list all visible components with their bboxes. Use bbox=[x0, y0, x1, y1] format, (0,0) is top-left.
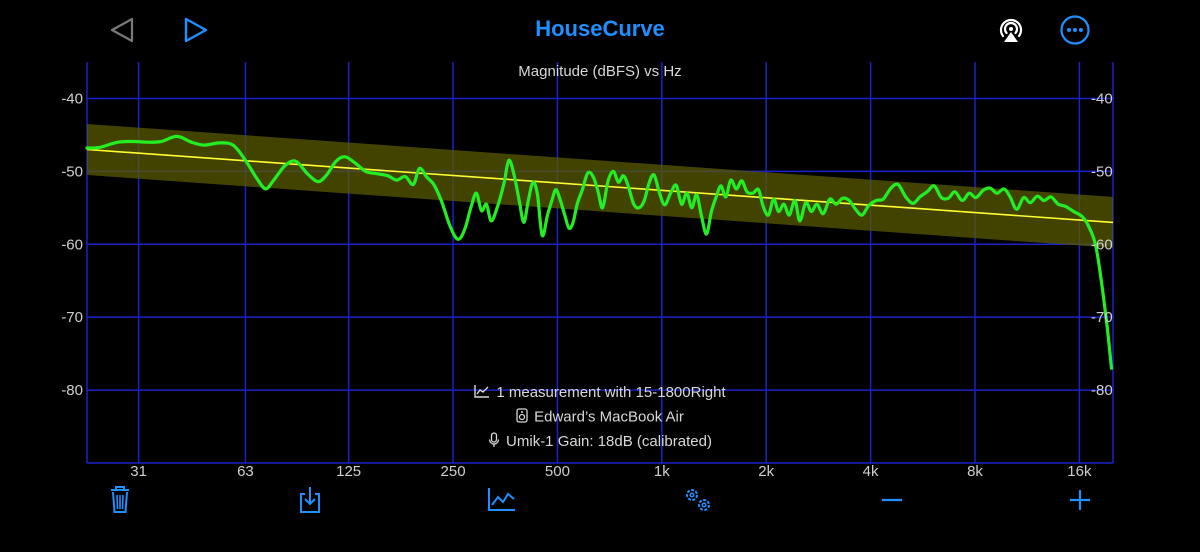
y-tick-label-left: -70 bbox=[61, 309, 83, 326]
y-tick-label-right: -40 bbox=[1091, 90, 1113, 107]
chart-grid bbox=[86, 62, 1114, 464]
info-device: Edward’s MacBook Air bbox=[0, 408, 1200, 427]
speaker-icon bbox=[516, 408, 528, 427]
download-icon bbox=[300, 487, 320, 513]
x-tick-label: 31 bbox=[130, 463, 147, 480]
info-measurement-text: 1 measurement with 15-1800Right bbox=[496, 384, 726, 401]
airplay-audio-icon[interactable] bbox=[996, 15, 1026, 45]
y-tick-label-right: -50 bbox=[1091, 163, 1113, 180]
y-tick-label-left: -60 bbox=[61, 236, 83, 253]
app-title: HouseCurve bbox=[535, 16, 665, 41]
target-line bbox=[86, 148, 1114, 224]
info-device-text: Edward’s MacBook Air bbox=[534, 408, 684, 426]
x-tick-label: 63 bbox=[237, 463, 254, 480]
settings-button[interactable] bbox=[680, 484, 716, 516]
plus-icon bbox=[1070, 490, 1090, 510]
gears-icon bbox=[686, 489, 710, 511]
series-layer bbox=[85, 134, 1114, 370]
target-band-layer bbox=[86, 123, 1114, 248]
back-icon[interactable] bbox=[108, 16, 136, 44]
chart-title: Magnitude (dBFS) vs Hz bbox=[518, 63, 681, 80]
info-measurement: 1 measurement with 15-1800Right bbox=[0, 384, 1200, 402]
info-mic-text: Umik-1 Gain: 18dB (calibrated) bbox=[506, 432, 712, 450]
y-tick-label-left: -80 bbox=[61, 382, 83, 399]
minus-icon bbox=[882, 498, 902, 502]
info-mic: Umik-1 Gain: 18dB (calibrated) bbox=[0, 432, 1200, 452]
top-bar: HouseCurve bbox=[0, 0, 1200, 60]
play-icon[interactable] bbox=[182, 16, 210, 44]
trash-icon bbox=[111, 486, 129, 513]
chart-view-button[interactable] bbox=[484, 484, 520, 516]
x-tick-label: 125 bbox=[336, 463, 361, 480]
more-options-icon[interactable] bbox=[1059, 14, 1091, 46]
measurement-curve-0 bbox=[85, 134, 1114, 370]
tick-labels: 31 63 125 250 500 1k 2k 4k 8k 16k -40 -40 -50 -50 -60 -… bbox=[61, 90, 1112, 480]
x-tick-label: 2k bbox=[758, 463, 774, 480]
import-button[interactable] bbox=[292, 484, 328, 516]
y-tick-label-left: -50 bbox=[61, 163, 83, 180]
chart-line-icon bbox=[474, 384, 490, 402]
y-tick-label-right: -70 bbox=[1091, 309, 1113, 326]
x-tick-label: 4k bbox=[863, 463, 879, 480]
microphone-icon bbox=[488, 432, 500, 452]
y-tick-label-right: -80 bbox=[1091, 382, 1113, 399]
trash-button[interactable] bbox=[102, 484, 138, 516]
x-tick-label: 16k bbox=[1067, 463, 1092, 480]
x-tick-label: 1k bbox=[654, 463, 670, 480]
y-tick-label-left: -40 bbox=[61, 90, 83, 107]
x-tick-label: 8k bbox=[967, 463, 983, 480]
line-chart-icon bbox=[488, 488, 515, 511]
x-tick-label: 250 bbox=[441, 463, 466, 480]
zoom-out-button[interactable] bbox=[874, 484, 910, 516]
y-tick-label-right: -60 bbox=[1091, 236, 1113, 253]
x-tick-label: 500 bbox=[545, 463, 570, 480]
zoom-in-button[interactable] bbox=[1062, 484, 1098, 516]
